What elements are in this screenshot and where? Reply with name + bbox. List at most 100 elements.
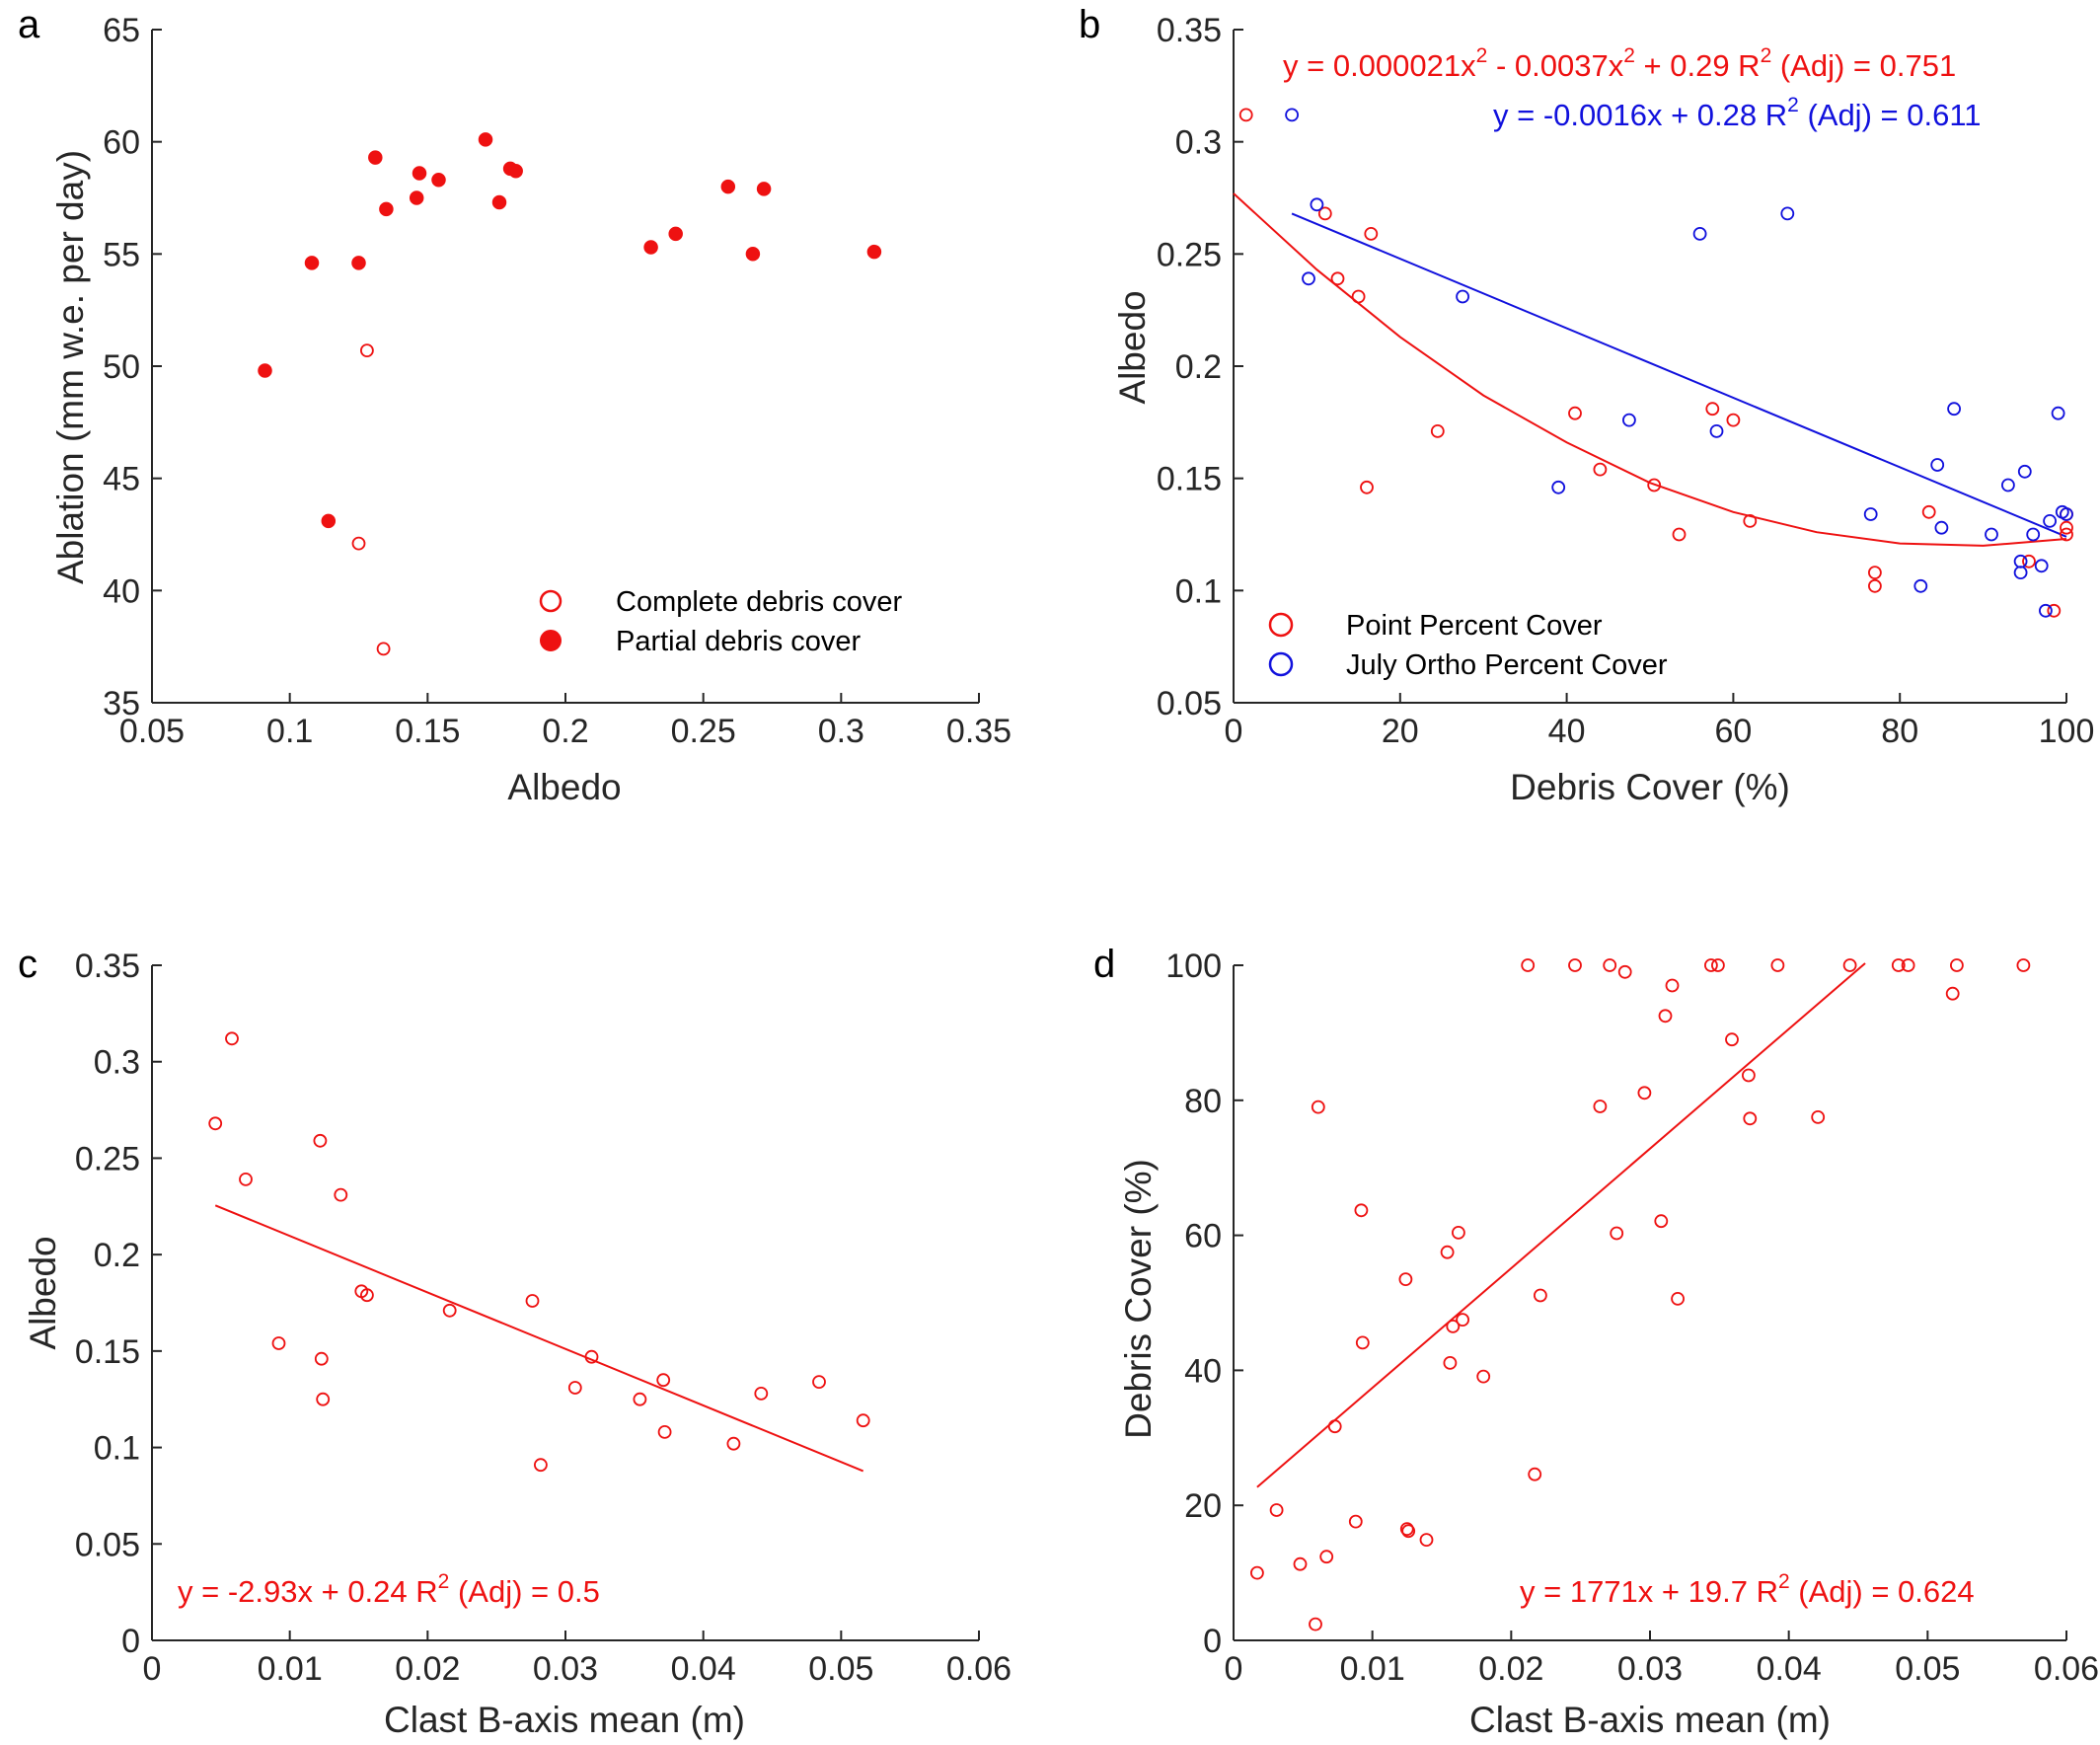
data-point bbox=[1311, 1100, 1325, 1114]
panel-d-ylabel: Debris Cover (%) bbox=[1118, 1159, 1159, 1439]
data-point bbox=[1950, 958, 1964, 972]
eq-part: y = -0.0016x + 0.28 R bbox=[1493, 98, 1787, 132]
panel-b-legend: Point Percent Cover July Ortho Percent C… bbox=[1268, 610, 1668, 681]
panel-letter-d: d bbox=[1093, 943, 1115, 986]
panel-a-ylabel: Ablation (mm w.e. per day) bbox=[50, 150, 91, 584]
data-point bbox=[1891, 958, 1906, 972]
data-point bbox=[2034, 559, 2049, 573]
y-tick-label: 0.25 bbox=[75, 1140, 140, 1177]
x-tick-label: 0 bbox=[1225, 1650, 1243, 1688]
x-tick-label: 0 bbox=[1225, 713, 1243, 750]
data-point bbox=[314, 1351, 329, 1366]
data-point bbox=[1309, 1617, 1322, 1631]
data-point bbox=[584, 1349, 599, 1364]
data-point bbox=[856, 1413, 870, 1428]
legend-open-circle-icon bbox=[539, 589, 562, 613]
data-point bbox=[2013, 554, 2028, 569]
x-tick-label: 0.05 bbox=[119, 713, 185, 750]
data-point bbox=[1709, 423, 1724, 438]
data-point-filled bbox=[491, 194, 507, 210]
eq-sup: 2 bbox=[438, 1570, 450, 1593]
eq-part: (Adj) = 0.751 bbox=[1771, 48, 1956, 83]
data-point bbox=[1610, 1226, 1624, 1241]
y-tick-label: 40 bbox=[103, 572, 140, 610]
panel-d: d 0 0.01 0.02 0.03 0.04 0.05 0.06020406080100 … bbox=[1093, 943, 2099, 1740]
x-tick-label: 0.02 bbox=[1478, 1650, 1543, 1688]
data-point bbox=[1692, 226, 1707, 241]
panel-b-blue-equation: y = -0.0016x + 0.28 R2 (Adj) = 0.611 bbox=[1493, 94, 1982, 132]
x-tick-label: 0.01 bbox=[1340, 1650, 1405, 1688]
data-point bbox=[1551, 480, 1566, 494]
data-point bbox=[2026, 527, 2041, 542]
data-point bbox=[1250, 1565, 1264, 1580]
data-point-filled bbox=[431, 173, 446, 188]
data-point bbox=[359, 1288, 374, 1303]
y-tick-label: 0 bbox=[121, 1623, 140, 1660]
data-point-filled bbox=[478, 132, 493, 147]
y-tick-label: 0.05 bbox=[1157, 685, 1222, 722]
x-tick-label: 0.2 bbox=[542, 713, 588, 750]
fit-line bbox=[1233, 192, 2067, 547]
data-point bbox=[442, 1303, 457, 1318]
panel-d-marks bbox=[1250, 958, 2031, 1631]
data-point-filled bbox=[379, 201, 394, 217]
y-tick-label: 45 bbox=[103, 461, 140, 498]
data-point bbox=[1521, 958, 1536, 972]
y-tick-label: 0.1 bbox=[94, 1430, 140, 1468]
x-tick-label: 60 bbox=[1714, 713, 1752, 750]
panel-a-xlabel: Albedo bbox=[507, 767, 621, 807]
y-tick-label: 0 bbox=[1203, 1623, 1222, 1660]
x-tick-label: 0.03 bbox=[533, 1650, 598, 1688]
data-point bbox=[376, 642, 391, 656]
eq-part: y = 1771x + 19.7 R bbox=[1520, 1574, 1778, 1609]
eq-part: (Adj) = 0.624 bbox=[1790, 1574, 1975, 1609]
data-point bbox=[2016, 958, 2031, 972]
y-tick-label: 0.35 bbox=[1157, 12, 1222, 49]
data-point bbox=[1285, 108, 1299, 122]
panel-c-marks bbox=[208, 1031, 870, 1473]
eq-part: y = 0.000021x bbox=[1283, 48, 1476, 83]
eq-sup: 2 bbox=[1778, 1570, 1790, 1593]
data-point bbox=[1364, 226, 1379, 241]
panel-a-legend: Complete debris cover Partial debris cov… bbox=[539, 586, 902, 657]
data-point bbox=[1534, 1288, 1547, 1303]
panel-a: a 0.05 0.1 0.15 0.2 0.25 0.3 0.35 35 40 45 50 55 60 6… bbox=[18, 3, 1012, 807]
data-point bbox=[1348, 1514, 1363, 1529]
y-tick-label: 0.05 bbox=[75, 1526, 140, 1563]
panel-letter-a: a bbox=[18, 3, 40, 46]
data-point bbox=[2043, 514, 2058, 528]
data-point bbox=[2013, 566, 2028, 579]
x-tick-label: 80 bbox=[1881, 713, 1918, 750]
data-point bbox=[239, 1173, 253, 1186]
data-point bbox=[1921, 504, 1936, 519]
panel-d-xlabel: Clast B-axis mean (m) bbox=[1469, 1700, 1831, 1740]
data-point bbox=[534, 1458, 548, 1473]
x-tick-label: 0.03 bbox=[1617, 1650, 1683, 1688]
data-point bbox=[633, 1392, 647, 1406]
data-point bbox=[1593, 1100, 1608, 1113]
panel-a-legend-complete: Complete debris cover bbox=[616, 586, 902, 618]
data-point bbox=[1725, 1032, 1739, 1047]
y-tick-label: 50 bbox=[103, 348, 140, 386]
data-point bbox=[1672, 527, 1687, 542]
x-tick-label: 0 bbox=[143, 1650, 162, 1688]
eq-sup: 2 bbox=[1787, 94, 1799, 116]
panel-b-legend-ortho: July Ortho Percent Cover bbox=[1346, 649, 1668, 681]
data-point bbox=[1354, 1203, 1369, 1218]
data-point bbox=[1355, 1335, 1370, 1350]
x-tick-label: 20 bbox=[1382, 713, 1419, 750]
legend-filled-circle-icon bbox=[540, 630, 562, 651]
data-point bbox=[1945, 986, 1960, 1001]
data-point bbox=[1947, 402, 1961, 417]
data-point bbox=[1238, 108, 1253, 122]
y-tick-label: 60 bbox=[1184, 1218, 1222, 1255]
x-tick-label: 0.01 bbox=[258, 1650, 323, 1688]
data-point bbox=[2060, 507, 2073, 521]
data-point bbox=[1302, 271, 1315, 286]
data-point bbox=[1913, 578, 1928, 593]
data-point bbox=[1401, 1524, 1416, 1539]
data-point bbox=[1330, 271, 1345, 286]
panel-letter-b: b bbox=[1079, 3, 1100, 46]
panel-c: c 0 0.01 0.02 0.03 0.04 0.05 0.0600.050.10.150… bbox=[18, 943, 1012, 1740]
data-point-filled bbox=[351, 256, 366, 270]
